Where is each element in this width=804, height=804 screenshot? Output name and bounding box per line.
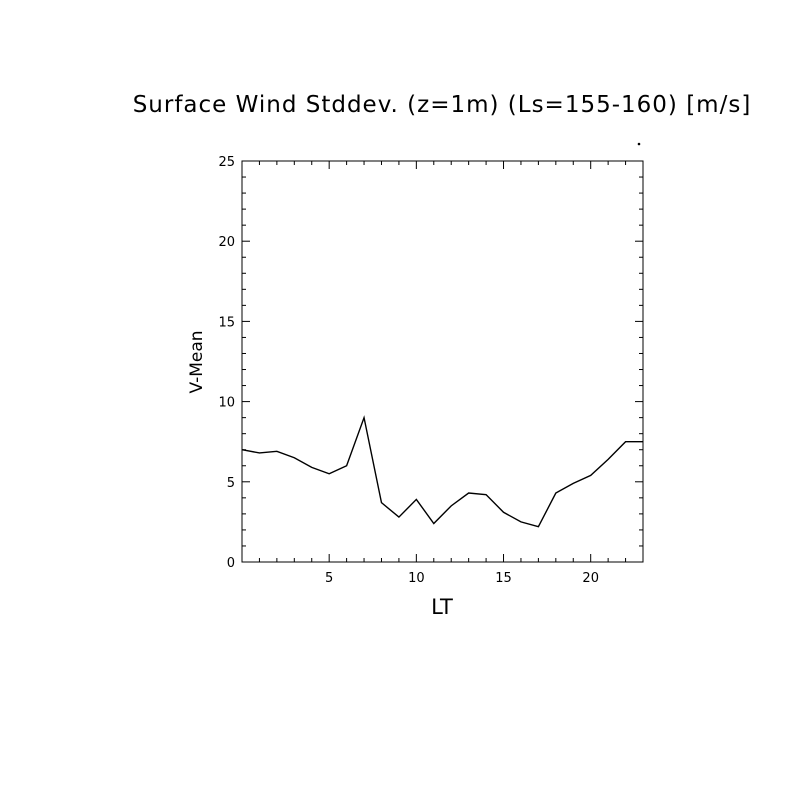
chart-title: Surface Wind Stddev. (z=1m) (Ls=155-160)… (133, 92, 752, 118)
corner-dot (637, 142, 641, 146)
y-tick-label: 5 (227, 476, 235, 491)
y-tick-label: 25 (218, 155, 235, 170)
y-tick-label: 20 (218, 235, 235, 250)
y-axis: 0 5 10 15 20 25 (218, 155, 643, 571)
y-tick-label: 0 (227, 556, 235, 571)
x-axis: 5 10 15 20 (241, 161, 644, 586)
y-tick-label: 15 (218, 315, 235, 330)
plot-frame (241, 160, 644, 563)
x-tick-label: 15 (495, 571, 512, 586)
x-tick-label: 20 (582, 571, 599, 586)
series-line (241, 415, 643, 528)
x-tick-label: 5 (325, 571, 333, 586)
y-tick-label: 10 (218, 396, 235, 411)
x-axis-label: LT (431, 595, 453, 619)
x-tick-label: 10 (408, 571, 425, 586)
y-axis-label: V-Mean (187, 330, 207, 393)
